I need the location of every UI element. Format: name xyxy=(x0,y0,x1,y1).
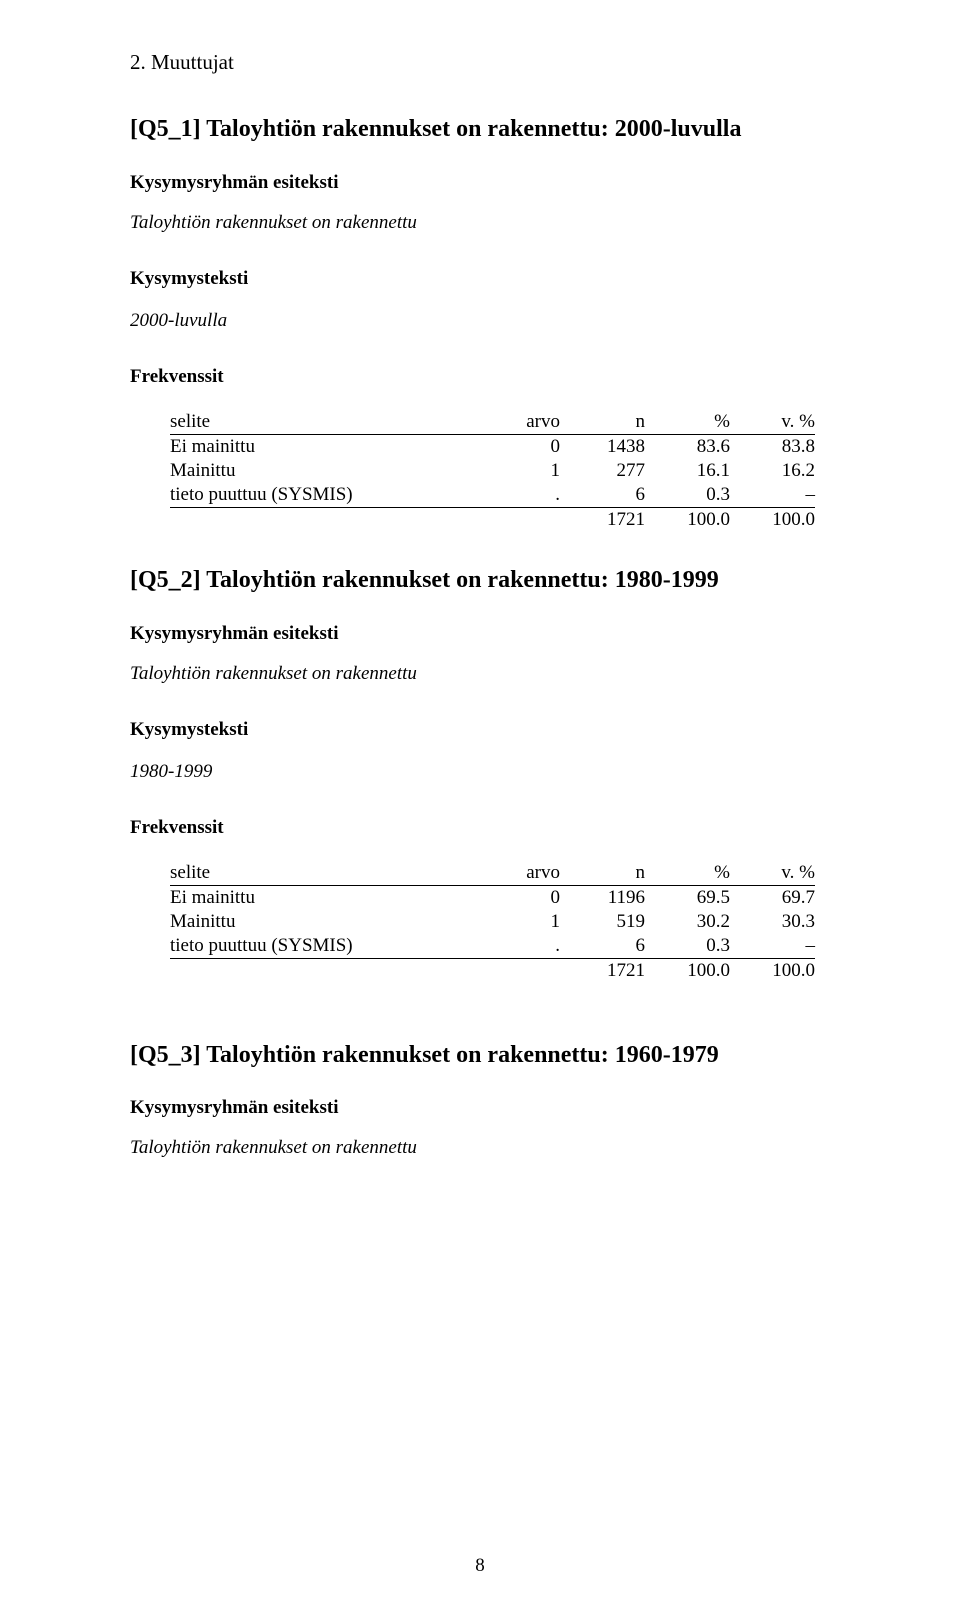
cell-n: 1438 xyxy=(560,434,645,459)
th-vpct: v. % xyxy=(730,861,815,886)
cell-vpct: 83.8 xyxy=(730,434,815,459)
cell-arvo: 0 xyxy=(490,434,560,459)
th-arvo: arvo xyxy=(490,861,560,886)
cell-label: tieto puuttuu (SYSMIS) xyxy=(170,934,490,959)
cell-total-n: 1721 xyxy=(560,958,645,983)
cell-arvo: 0 xyxy=(490,885,560,910)
cell-total-n: 1721 xyxy=(560,507,645,532)
cell-vpct: 16.2 xyxy=(730,459,815,483)
table-total-row: 1721 100.0 100.0 xyxy=(170,507,815,532)
th-pct: % xyxy=(645,861,730,886)
table-total-row: 1721 100.0 100.0 xyxy=(170,958,815,983)
cell-total-vpct: 100.0 xyxy=(730,958,815,983)
freq-heading: Frekvenssit xyxy=(130,817,850,839)
section-title-q5-3: [Q5_3] Taloyhtiön rakennukset on rakenne… xyxy=(130,1041,850,1070)
cell-total-pct: 100.0 xyxy=(645,507,730,532)
cell-label: Ei mainittu xyxy=(170,434,490,459)
cell-label: Mainittu xyxy=(170,459,490,483)
freq-table-q5-1: selite arvo n % v. % Ei mainittu 0 1438 … xyxy=(170,410,815,532)
cell-pct: 0.3 xyxy=(645,934,730,959)
chapter-heading: 2. Muuttujat xyxy=(130,50,850,75)
cell-arvo: . xyxy=(490,934,560,959)
cell-vpct: 69.7 xyxy=(730,885,815,910)
cell-arvo: 1 xyxy=(490,459,560,483)
cell-n: 6 xyxy=(560,483,645,508)
table-row: Ei mainittu 0 1438 83.6 83.8 xyxy=(170,434,815,459)
cell-pct: 69.5 xyxy=(645,885,730,910)
th-label: selite xyxy=(170,861,490,886)
group-heading: Kysymysryhmän esiteksti xyxy=(130,1097,850,1119)
cell-total-pct: 100.0 xyxy=(645,958,730,983)
cell-arvo: . xyxy=(490,483,560,508)
th-n: n xyxy=(560,861,645,886)
cell-pct: 83.6 xyxy=(645,434,730,459)
group-text: Taloyhtiön rakennukset on rakennettu xyxy=(130,1137,850,1159)
table-header-row: selite arvo n % v. % xyxy=(170,410,815,435)
cell-label: Ei mainittu xyxy=(170,885,490,910)
cell-pct: 0.3 xyxy=(645,483,730,508)
cell-label: tieto puuttuu (SYSMIS) xyxy=(170,483,490,508)
cell-pct: 16.1 xyxy=(645,459,730,483)
cell-total-vpct: 100.0 xyxy=(730,507,815,532)
group-text: Taloyhtiön rakennukset on rakennettu xyxy=(130,212,850,234)
table-row: tieto puuttuu (SYSMIS) . 6 0.3 – xyxy=(170,934,815,959)
th-arvo: arvo xyxy=(490,410,560,435)
page-number: 8 xyxy=(0,1555,960,1577)
th-n: n xyxy=(560,410,645,435)
table-row: Ei mainittu 0 1196 69.5 69.7 xyxy=(170,885,815,910)
group-heading: Kysymysryhmän esiteksti xyxy=(130,172,850,194)
th-label: selite xyxy=(170,410,490,435)
cell-n: 6 xyxy=(560,934,645,959)
cell-n: 1196 xyxy=(560,885,645,910)
cell-pct: 30.2 xyxy=(645,910,730,934)
cell-label: Mainittu xyxy=(170,910,490,934)
question-heading: Kysymysteksti xyxy=(130,719,850,741)
question-heading: Kysymysteksti xyxy=(130,268,850,290)
question-text: 1980-1999 xyxy=(130,761,850,783)
freq-heading: Frekvenssit xyxy=(130,366,850,388)
question-text: 2000-luvulla xyxy=(130,310,850,332)
section-title-q5-2: [Q5_2] Taloyhtiön rakennukset on rakenne… xyxy=(130,566,850,595)
cell-vpct: – xyxy=(730,483,815,508)
cell-n: 277 xyxy=(560,459,645,483)
cell-vpct: – xyxy=(730,934,815,959)
group-heading: Kysymysryhmän esiteksti xyxy=(130,623,850,645)
th-vpct: v. % xyxy=(730,410,815,435)
table-row: Mainittu 1 277 16.1 16.2 xyxy=(170,459,815,483)
section-title-q5-1: [Q5_1] Taloyhtiön rakennukset on rakenne… xyxy=(130,115,850,144)
freq-table-q5-2: selite arvo n % v. % Ei mainittu 0 1196 … xyxy=(170,861,815,983)
cell-arvo: 1 xyxy=(490,910,560,934)
page: 2. Muuttujat [Q5_1] Taloyhtiön rakennuks… xyxy=(0,0,960,1605)
th-pct: % xyxy=(645,410,730,435)
cell-vpct: 30.3 xyxy=(730,910,815,934)
table-row: Mainittu 1 519 30.2 30.3 xyxy=(170,910,815,934)
cell-n: 519 xyxy=(560,910,645,934)
group-text: Taloyhtiön rakennukset on rakennettu xyxy=(130,663,850,685)
table-row: tieto puuttuu (SYSMIS) . 6 0.3 – xyxy=(170,483,815,508)
table-header-row: selite arvo n % v. % xyxy=(170,861,815,886)
